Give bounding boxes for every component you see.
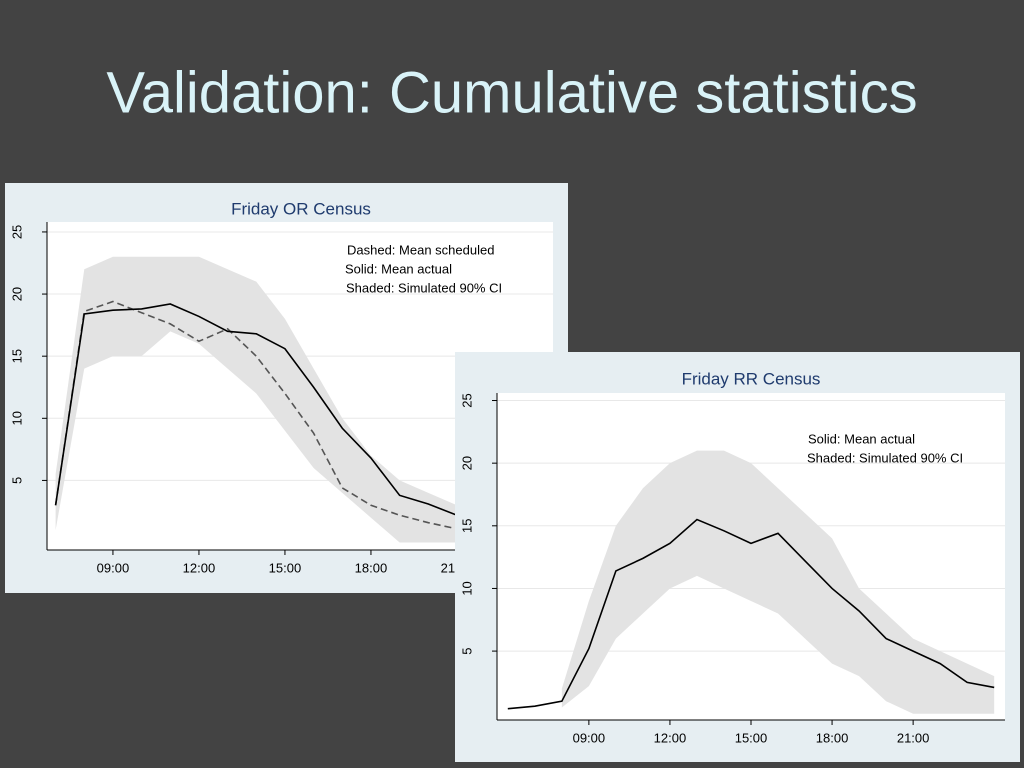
legend-entry: Solid: Mean actual <box>345 261 452 276</box>
legend-entry: Solid: Mean actual <box>808 431 915 446</box>
y-tick-label: 10 <box>9 411 24 425</box>
slide-title: Validation: Cumulative statistics <box>106 60 917 125</box>
x-tick-label: 12:00 <box>654 730 687 745</box>
x-tick-label: 15:00 <box>735 730 768 745</box>
chart: Friday RR Census 5 10 15 20 25 09:00 12:00 15:00… <box>455 352 1020 762</box>
series-line <box>54 303 515 525</box>
chart-title: Friday RR Census <box>682 369 821 388</box>
x-tick-label: 09:00 <box>573 730 606 745</box>
y-tick-label: 15 <box>459 519 474 533</box>
legend-entry: Shaded: Simulated 90% CI <box>807 450 963 465</box>
x-tick-label: 21:00 <box>897 730 930 745</box>
y-tick-label: 25 <box>9 225 24 239</box>
legend-entry: Dashed: Mean scheduled <box>347 242 494 257</box>
chart-title: Friday OR Census <box>231 199 371 218</box>
y-tick-label: 20 <box>9 287 24 301</box>
x-tick-label: 18:00 <box>816 730 849 745</box>
ci-band <box>55 256 515 543</box>
y-tick-label: 5 <box>9 477 24 484</box>
y-tick-label: 5 <box>459 647 474 654</box>
x-tick-label: 12:00 <box>183 560 216 575</box>
ci-band <box>561 450 995 714</box>
y-tick-label: 25 <box>459 393 474 407</box>
x-tick-label: 18:00 <box>355 560 388 575</box>
series-line <box>507 518 995 710</box>
legend-entry: Shaded: Simulated 90% CI <box>346 280 502 295</box>
y-tick-label: 20 <box>459 456 474 470</box>
y-tick-label: 15 <box>9 349 24 363</box>
y-tick-label: 10 <box>459 581 474 595</box>
x-tick-label: 09:00 <box>97 560 130 575</box>
x-tick-label: 15:00 <box>269 560 302 575</box>
